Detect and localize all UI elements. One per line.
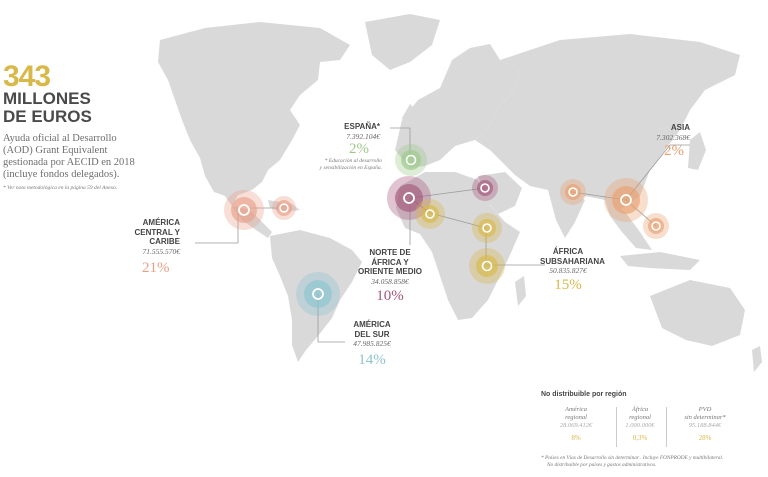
region-name: AMÉRICA (353, 320, 391, 329)
region-pct-espana: 2% (349, 141, 369, 157)
region-name: ORIENTE MEDIO (357, 267, 422, 276)
australia-shape (650, 280, 745, 346)
europe-shape (395, 60, 520, 168)
uk-shape (402, 104, 418, 128)
bubble-africa-occidental (415, 199, 445, 229)
region-africa-subsahariana: ÁFRICA SUBSAHARIANA 50.835.827€ (540, 247, 605, 275)
espana-note: * Educación al desarrollo y sensibilizac… (298, 158, 382, 172)
nd-label: América (564, 406, 588, 413)
region-name: ESPAÑA* (344, 122, 380, 131)
indonesia-shape (620, 252, 700, 270)
region-pct-norte-africa: 10% (376, 288, 404, 304)
region-name: ÁFRICA (552, 247, 584, 256)
scandinavia-shape (440, 44, 500, 88)
nd-column-pvd: PVD sin determinar* 95.188.844€ 28% (672, 406, 738, 442)
region-name: ASIA (670, 123, 690, 132)
bubble-africa-central (472, 213, 502, 243)
nd-pct: 0,3% (632, 434, 648, 442)
nd-footnote: * Países en Vías de Desarrollo sin deter… (541, 455, 766, 469)
region-pct-africa-subsahariana: 15% (554, 277, 582, 293)
nd-footnote-line: * Países en Vías de Desarrollo sin deter… (541, 455, 724, 461)
bubble-espana (395, 144, 427, 176)
nd-amount: 1.000.000€ (625, 422, 655, 429)
total-amount: 343 (3, 60, 51, 93)
southeast-asia-shape (605, 200, 652, 250)
intro-line: (AOD) Grant Equivalent (3, 145, 108, 156)
region-pct-america-central: 21% (142, 260, 170, 276)
espana-note-line: * Educación al desarrollo (324, 158, 382, 164)
region-name: NORTE DE (369, 248, 411, 257)
nd-footnote-line: No distribuible por países y gastos admi… (547, 462, 657, 468)
intro-line: (incluye fondos delegados). (3, 169, 120, 180)
bubble-oriente-medio (472, 175, 498, 201)
nd-pct: 28% (698, 434, 712, 442)
nd-label: sin determinar* (684, 414, 726, 421)
bubble-norte-africa (387, 176, 431, 220)
region-pct-asia: 2% (664, 143, 684, 159)
asia-shape (475, 34, 740, 210)
bubble-america-sur (296, 272, 340, 316)
region-america-sur: AMÉRICA DEL SUR 47.985.825€ (342, 320, 402, 348)
region-name: AMÉRICA (142, 218, 180, 227)
connector-subsahara-1 (429, 212, 487, 229)
intro-line: Ayuda oficial al Desarrollo (3, 133, 117, 144)
nd-divider (616, 407, 617, 447)
methodology-note: * Ver nota metodológica en la página 59 … (3, 185, 118, 191)
region-amount: 50.835.827€ (549, 266, 587, 275)
north-america-shape (158, 22, 350, 206)
region-pct-america-sur: 14% (358, 352, 386, 368)
nd-amount: 28.069.412€ (559, 422, 593, 429)
region-amount: 7.302.368€ (656, 132, 690, 142)
bubble-asia-sudeste (604, 178, 648, 222)
region-name: SUBSAHARIANA (540, 256, 605, 266)
region-norte-africa: NORTE DE ÁFRICA Y ORIENTE MEDIO 34.058.8… (352, 248, 428, 286)
intro-line: gestionada por AECID en 2018 (3, 157, 135, 168)
total-unit-line1: MILLONES (3, 89, 91, 108)
espana-note-line: y sensibilización en España. (319, 165, 382, 171)
intro-text: Ayuda oficial al Desarrollo (AOD) Grant … (3, 133, 163, 181)
no-distribuible-title: No distribuible por región (541, 391, 627, 398)
india-shape (548, 190, 585, 238)
greenland-shape (365, 14, 440, 70)
nd-column-africa: África regional 1.000.000€ 0,3% (620, 406, 660, 442)
region-name: CENTRAL Y (134, 227, 181, 237)
total-unit-line2: DE EUROS (3, 107, 92, 126)
region-espana: ESPAÑA* 7.392.104€ (320, 122, 380, 141)
nd-divider (666, 407, 667, 447)
bubble-america-central (224, 190, 264, 230)
region-name: CARIBE (149, 237, 180, 246)
nd-label: regional (565, 414, 587, 421)
japan-shape (688, 132, 706, 170)
region-america-central: AMÉRICA CENTRAL Y CARIBE 71.555.570€ (100, 218, 181, 256)
bubble-africa-sur (469, 248, 505, 284)
bubble-caribe (272, 196, 296, 220)
nd-label: PVD (698, 406, 712, 413)
nd-label: regional (629, 414, 651, 421)
madagascar-shape (515, 276, 526, 306)
nd-label: África (631, 406, 649, 413)
new-zealand-shape (752, 346, 762, 372)
bubble-filipinas (643, 213, 669, 239)
nd-pct: 8% (571, 434, 581, 442)
region-amount: 34.058.858€ (371, 276, 409, 286)
region-asia: ASIA 7.302.368€ (640, 123, 690, 142)
bubbles (224, 144, 669, 316)
nd-amount: 95.188.844€ (688, 422, 722, 429)
region-amount: 47.985.825€ (353, 339, 391, 348)
region-name: DEL SUR (354, 329, 390, 339)
region-name: ÁFRICA Y (371, 257, 409, 267)
nd-column-america: América regional 28.069.412€ 8% (541, 406, 611, 442)
region-amount: 71.555.570€ (142, 246, 181, 256)
bubble-asia-oriente (560, 179, 586, 205)
region-amount: 7.392.104€ (346, 131, 380, 141)
